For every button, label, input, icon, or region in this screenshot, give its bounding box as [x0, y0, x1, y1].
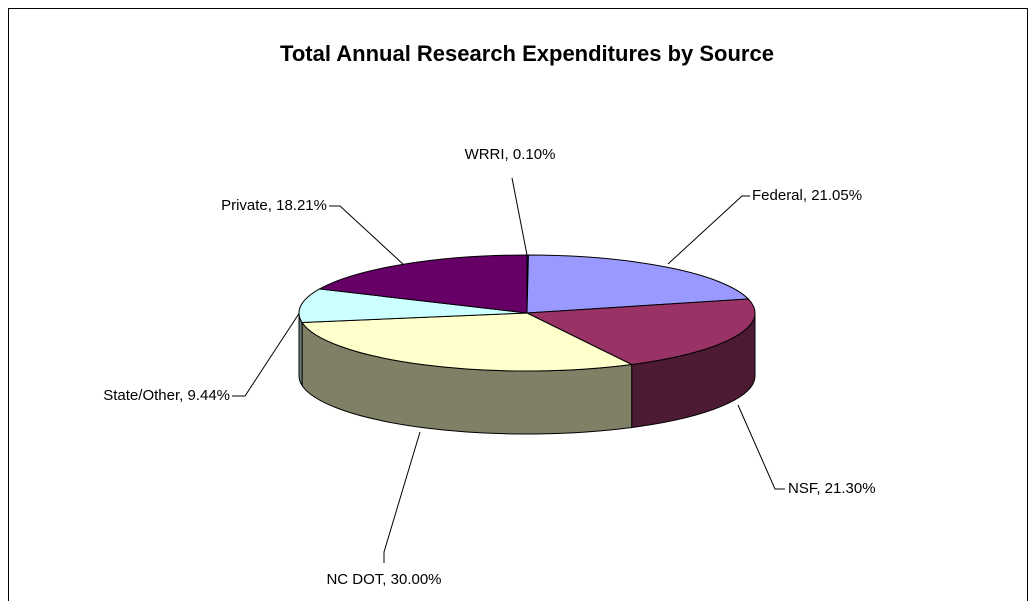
pie-slice: [525, 298, 756, 366]
pie-slice: [301, 312, 634, 372]
data-label: WRRI, 0.10%: [465, 146, 556, 163]
data-label: State/Other, 9.44%: [103, 387, 230, 404]
leader-lines: [232, 177, 785, 563]
data-label: NSF, 21.30%: [788, 480, 876, 497]
data-label: NC DOT, 30.00%: [326, 571, 441, 588]
chart-title: Total Annual Research Expenditures by So…: [280, 41, 774, 66]
pie-slice: [526, 254, 750, 314]
data-label: Federal, 21.05%: [752, 187, 862, 204]
pie-side: [298, 312, 303, 388]
data-label: Private, 18.21%: [221, 197, 327, 214]
pie-slice: [298, 288, 528, 324]
pie-slice: [317, 254, 528, 314]
